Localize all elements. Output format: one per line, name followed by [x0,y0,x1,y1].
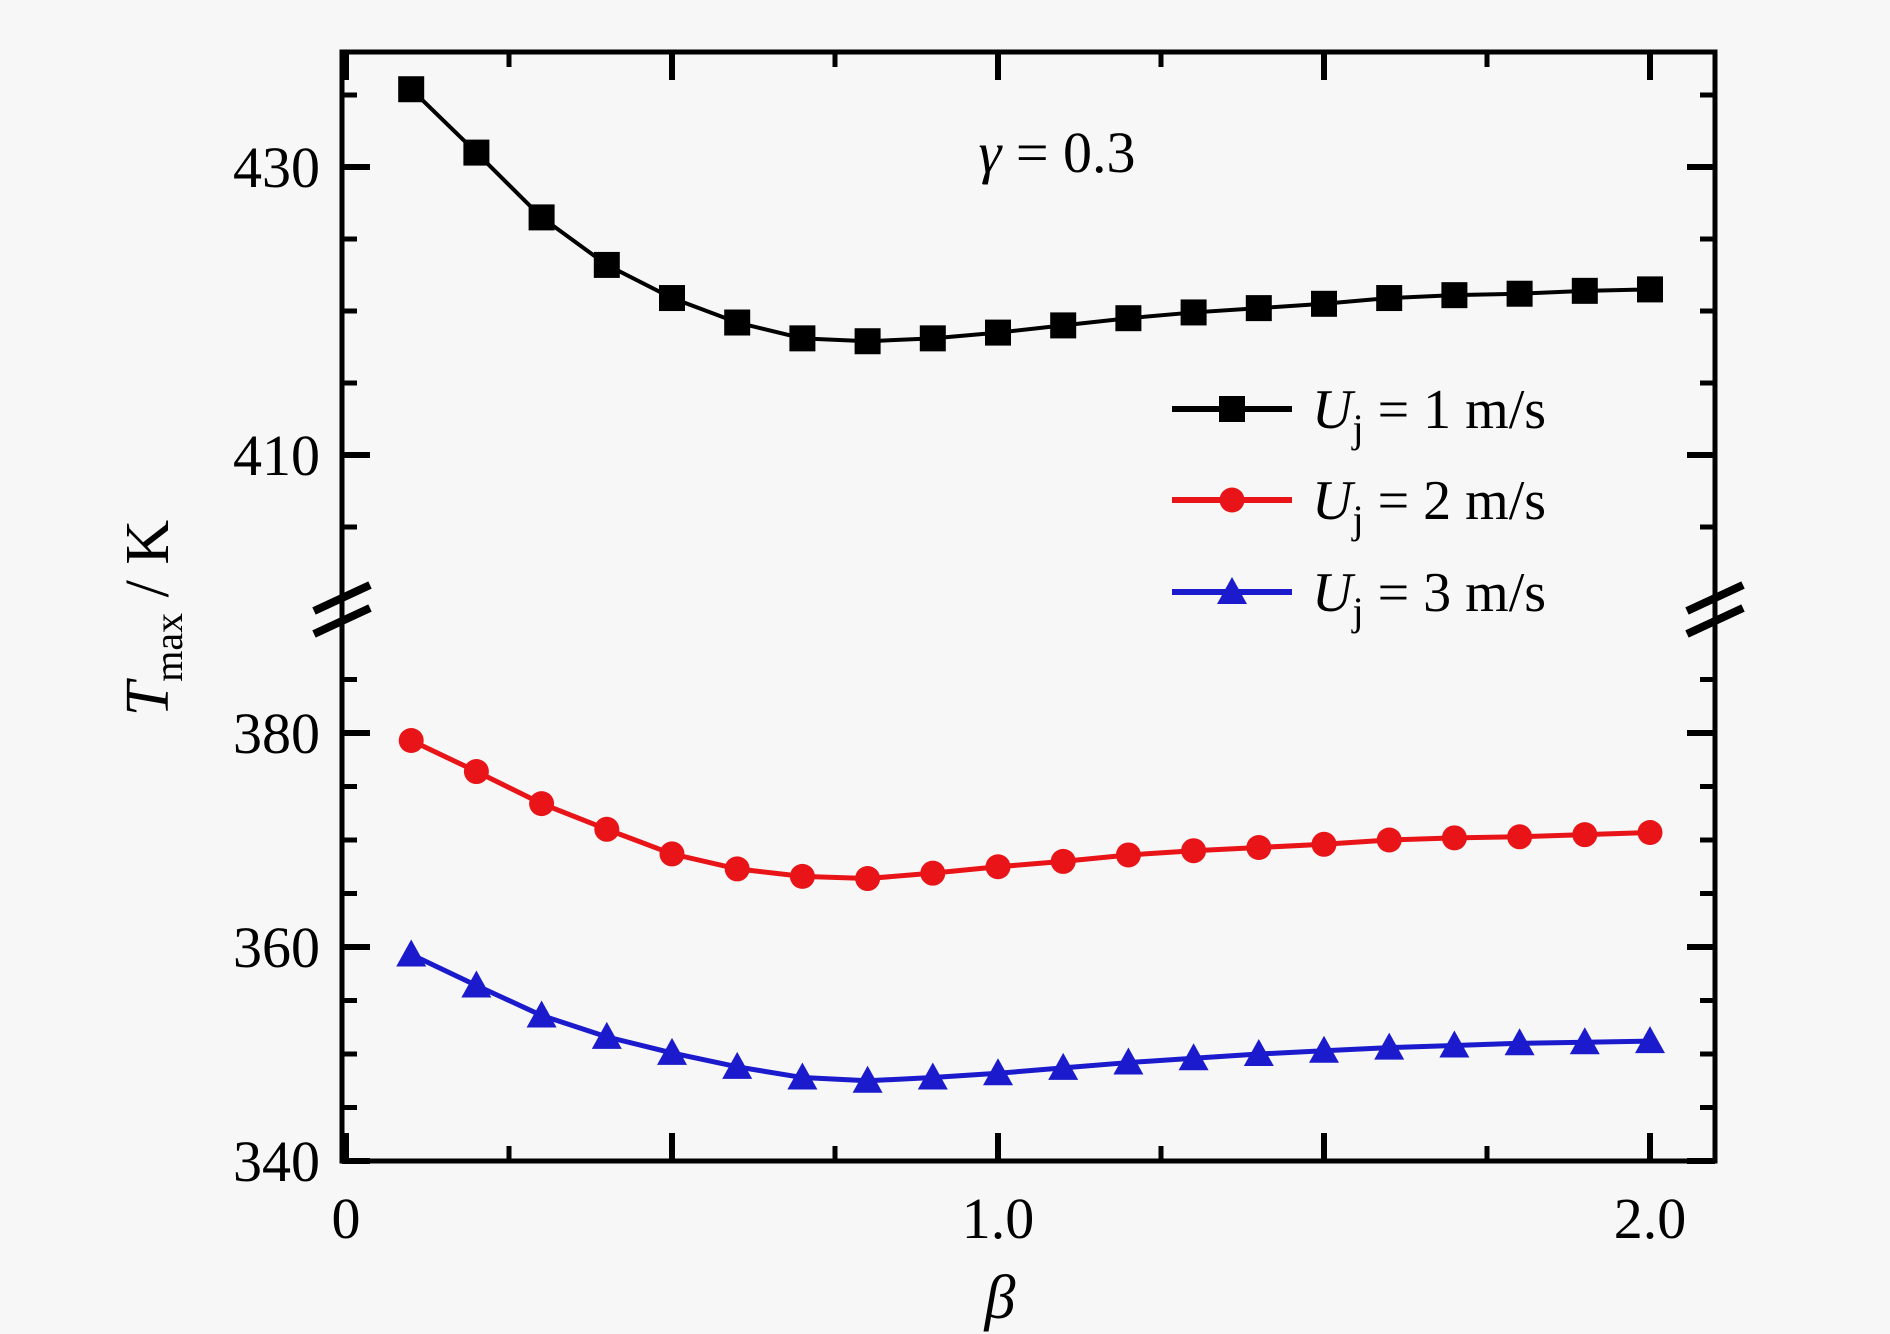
data-point-square [1506,280,1533,307]
axis-break-slash [1685,581,1745,615]
data-point-square [1637,276,1663,303]
data-point-circle [1637,820,1663,846]
legend-item-2: Uj = 2 m/s [1172,470,1546,542]
y-tick-label: 430 [233,135,320,200]
data-point-circle [855,866,881,892]
data-point-triangle [1635,1026,1665,1054]
data-point-circle [1572,822,1598,848]
data-point-square [1050,312,1077,339]
series-3 [396,939,1665,1093]
data-point-circle [985,854,1011,880]
y-tick-label: 410 [233,423,320,488]
legend-triangle-marker [1217,577,1247,604]
data-point-circle [1311,831,1337,857]
data-point-triangle [1178,1043,1209,1071]
annotation-gamma: γ = 0.3 [978,120,1135,185]
data-point-square [593,251,620,278]
data-point-circle [1441,825,1467,851]
legend-item-3: Uj = 3 m/s [1172,562,1546,634]
data-point-triangle [657,1037,687,1065]
legend-square-marker [1219,396,1245,422]
x-tick-label: 1.0 [962,1186,1035,1251]
data-point-triangle [526,1000,557,1028]
data-point-triangle [1569,1027,1600,1055]
data-point-square [854,328,881,355]
data-point-triangle [787,1062,818,1090]
data-point-square [528,204,555,231]
y-axis: 430 410 380 360 340 [233,92,1715,1194]
data-point-circle [398,727,424,753]
data-point-circle [920,860,946,886]
axis-break-marks [312,581,1745,638]
legend-circle-marker [1219,487,1245,513]
data-point-triangle [1439,1030,1470,1058]
data-point-triangle [1504,1028,1535,1056]
axis-break-slash [1685,604,1745,638]
data-point-triangle [1309,1035,1339,1063]
data-point-circle [724,856,750,882]
data-point-square [985,319,1011,346]
data-point-triangle [983,1058,1013,1086]
data-point-circle [1050,848,1076,874]
data-point-circle [659,841,685,867]
data-point-triangle [1374,1032,1405,1060]
series-line-3 [410,952,1651,1084]
legend-label: Uj = 3 m/s [1312,562,1546,634]
data-point-triangle [396,939,427,967]
data-point-triangle [1113,1047,1144,1075]
data-point-circle [1246,834,1272,860]
y-tick-label: 340 [233,1129,320,1194]
data-point-triangle [1243,1039,1274,1066]
data-point-square [463,139,490,166]
data-point-square [1180,299,1207,326]
data-point-square [1441,282,1468,309]
legend-item-1: Uj = 1 m/s [1172,379,1546,451]
data-point-triangle [917,1062,948,1090]
x-axis-label: β [984,1264,1016,1332]
legend-label: Uj = 2 m/s [1312,470,1546,542]
data-point-circle [1376,827,1402,853]
data-point-circle [789,863,815,889]
axis-break-slash [312,581,372,615]
y-tick-label: 360 [233,915,320,980]
data-point-triangle [852,1065,883,1093]
data-point-triangle [1048,1052,1079,1080]
data-point-square [724,309,751,336]
plot-frame [339,49,1718,1164]
y-tick-label: 380 [233,701,320,766]
data-point-circle [463,759,489,785]
data-point-square [1115,305,1142,332]
data-point-triangle [591,1021,622,1049]
data-point-square [1376,285,1403,312]
data-point-square [1311,290,1337,317]
x-tick-label: 0 [332,1186,361,1251]
legend: Uj = 1 m/s Uj = 2 m/s Uj = 3 m/s [1172,379,1546,634]
y-axis-label: Tmax / K [114,520,191,717]
data-point-triangle [722,1051,753,1079]
data-point-square [1571,277,1598,304]
axis-break-slash [312,604,372,638]
plot-border [339,49,1718,1164]
data-point-circle [594,816,620,842]
data-point-circle [529,791,555,817]
series-2 [398,727,1663,892]
series-line-2 [410,738,1651,882]
series-1 [398,76,1663,355]
data-point-circle [1115,842,1141,868]
data-point-square [789,325,816,352]
data-point-circle [1507,824,1533,850]
legend-label: Uj = 1 m/s [1312,379,1546,451]
x-axis: 0 1.0 2.0 [332,52,1687,1251]
data-point-square [1245,295,1272,322]
data-point-circle [1181,838,1207,864]
data-point-triangle [461,970,492,998]
data-point-square [659,285,685,312]
data-point-square [919,325,946,352]
x-tick-label: 2.0 [1614,1186,1687,1251]
data-point-square [398,76,425,103]
